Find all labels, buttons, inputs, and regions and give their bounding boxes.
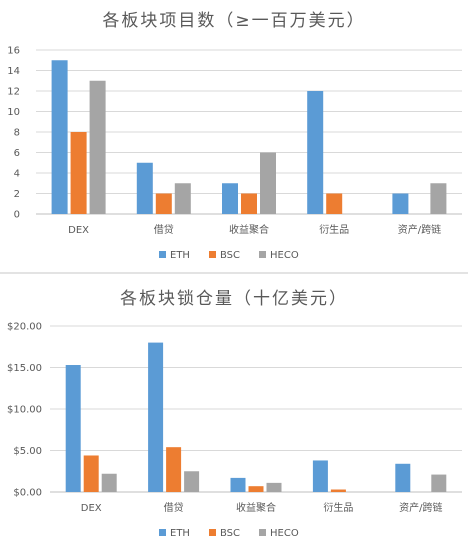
count-bar-eth bbox=[307, 91, 324, 214]
count-category-label: DEX bbox=[68, 225, 89, 236]
tvl-bar-bsc bbox=[166, 447, 182, 492]
tvl-bar-bsc bbox=[248, 486, 264, 492]
tvl-bar-bsc bbox=[83, 455, 99, 492]
count-legend-label-bsc: BSC bbox=[220, 250, 240, 261]
chart-project-count: 各板块项目数（≥一百万美元） 0 2 4 6 8 10 12 14 16 DEX 借贷 收益聚合 衍生品 资… bbox=[0, 0, 468, 272]
tvl-bar-eth bbox=[230, 477, 246, 492]
tvl-category-label: 收益聚合 bbox=[236, 501, 276, 514]
tvl-bar-heco bbox=[184, 471, 200, 492]
count-y-tick-label: 10 bbox=[7, 107, 20, 118]
count-y-tick-label: 14 bbox=[7, 66, 20, 77]
chart-tvl-svg: 各板块锁仓量（十亿美元） $0.00 $5.00 $10.00 $15.00 $20.00… bbox=[7, 289, 462, 539]
tvl-legend-swatch-heco bbox=[259, 529, 266, 536]
tvl-bar-eth bbox=[395, 463, 411, 492]
tvl-legend-swatch-eth bbox=[159, 529, 166, 536]
count-chart-title: 各板块项目数（≥一百万美元） bbox=[102, 11, 365, 31]
tvl-bar-heco bbox=[101, 473, 117, 492]
panel-divider bbox=[0, 272, 468, 274]
count-y-tick-label: 16 bbox=[7, 46, 20, 57]
tvl-category-label: 借贷 bbox=[164, 501, 184, 514]
tvl-bar-heco bbox=[431, 474, 447, 492]
count-bar-bsc bbox=[241, 193, 257, 214]
tvl-y-tick-label: $15.00 bbox=[7, 363, 42, 374]
count-bar-bsc bbox=[70, 132, 87, 214]
count-bar-heco bbox=[174, 183, 191, 214]
count-legend-swatch-eth bbox=[159, 251, 166, 258]
count-category-label: 衍生品 bbox=[319, 223, 349, 236]
count-bar-eth bbox=[222, 183, 238, 214]
tvl-legend-swatch-bsc bbox=[209, 529, 216, 536]
tvl-chart-title: 各板块锁仓量（十亿美元） bbox=[120, 289, 348, 309]
count-bar-bsc bbox=[326, 193, 343, 214]
tvl-bar-eth bbox=[65, 365, 81, 492]
tvl-y-tick-label: $10.00 bbox=[7, 405, 42, 416]
tvl-bar-bsc bbox=[330, 489, 346, 492]
chart-project-count-svg: 各板块项目数（≥一百万美元） 0 2 4 6 8 10 12 14 16 DEX 借贷 收益聚合 衍生品 资… bbox=[7, 11, 462, 261]
count-y-tick-label: 6 bbox=[14, 148, 20, 159]
count-legend-label-eth: ETH bbox=[170, 250, 190, 261]
count-legend-swatch-bsc bbox=[209, 251, 216, 258]
count-y-tick-label: 12 bbox=[7, 87, 20, 98]
count-category-label: 收益聚合 bbox=[229, 223, 269, 236]
tvl-y-tick-label: $5.00 bbox=[13, 446, 42, 457]
count-category-label: 借贷 bbox=[154, 223, 174, 236]
tvl-bar-eth bbox=[148, 342, 164, 492]
tvl-category-label: 资产/跨链 bbox=[399, 501, 442, 514]
tvl-legend-label-eth: ETH bbox=[170, 528, 190, 539]
count-legend-label-heco: HECO bbox=[270, 250, 299, 261]
count-y-tick-label: 8 bbox=[14, 128, 20, 139]
tvl-category-label: DEX bbox=[81, 503, 102, 514]
tvl-legend-label-bsc: BSC bbox=[220, 528, 240, 539]
count-legend-swatch-heco bbox=[259, 251, 266, 258]
chart-tvl: 各板块锁仓量（十亿美元） $0.00 $5.00 $10.00 $15.00 $20.00… bbox=[0, 274, 468, 547]
tvl-y-tick-label: $20.00 bbox=[7, 322, 42, 333]
count-y-tick-label: 2 bbox=[14, 189, 20, 200]
tvl-y-tick-label: $0.00 bbox=[13, 488, 42, 499]
tvl-category-label: 衍生品 bbox=[323, 501, 353, 514]
count-y-tick-label: 4 bbox=[14, 169, 20, 180]
count-bar-heco bbox=[430, 183, 447, 214]
count-bar-eth bbox=[392, 193, 409, 214]
tvl-legend-label-heco: HECO bbox=[270, 528, 299, 539]
count-category-label: 资产/跨链 bbox=[398, 223, 441, 236]
count-bar-heco bbox=[89, 80, 106, 214]
count-y-tick-label: 0 bbox=[14, 210, 20, 221]
tvl-bar-heco bbox=[266, 482, 282, 492]
count-bar-eth bbox=[136, 162, 153, 214]
count-bar-heco bbox=[260, 152, 276, 214]
count-bar-bsc bbox=[155, 193, 172, 214]
tvl-bar-eth bbox=[312, 460, 328, 492]
count-bar-eth bbox=[51, 60, 68, 214]
